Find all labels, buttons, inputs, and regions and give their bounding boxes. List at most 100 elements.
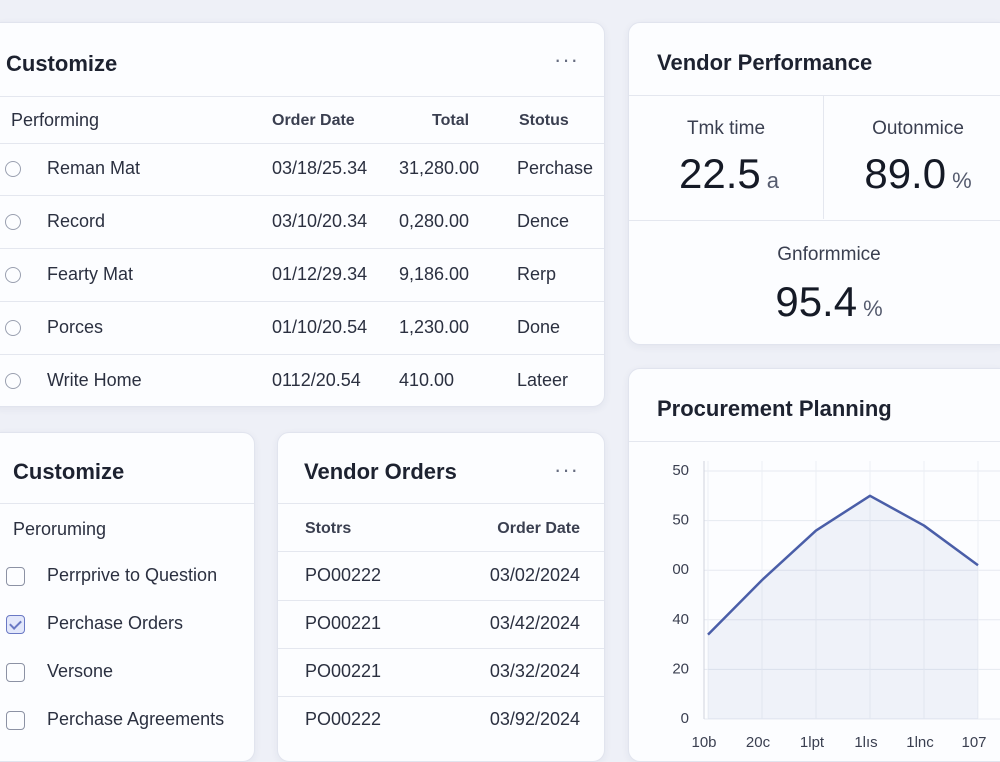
y-tick-label: 40: [672, 611, 689, 628]
divider: [629, 95, 1000, 96]
checkbox-label: Perrprive to Question: [47, 565, 218, 585]
divider: [629, 441, 1000, 442]
table-cell: 03/18/25.34: [272, 158, 368, 178]
table-cell: 03/42/2024: [489, 613, 580, 633]
table-cell: PO00221: [305, 661, 382, 681]
checkbox-label: Versone: [47, 661, 114, 681]
metric-value: 89.0%: [823, 150, 1000, 198]
divider: [0, 143, 604, 144]
card-title: Vendor Orders: [304, 459, 457, 484]
y-tick-label: 50: [672, 462, 689, 479]
row-divider: [0, 301, 604, 302]
table-cell: 31,280.00: [399, 158, 480, 178]
metric-label: Outonmice: [872, 118, 964, 139]
line-series: [707, 494, 979, 636]
row-divider: [0, 354, 604, 355]
column-header[interactable]: Order Date: [497, 520, 580, 537]
y-tick-label: 00: [672, 561, 689, 578]
table-cell: Lateer: [517, 370, 569, 390]
divider: [0, 503, 254, 504]
table-cell: PO00222: [305, 709, 382, 729]
column-header[interactable]: Performing: [11, 110, 100, 130]
table-cell: PO00222: [305, 565, 382, 585]
table-cell: 410.00: [399, 370, 455, 390]
table-cell: 01/10/20.54: [272, 317, 368, 337]
table-cell: 0112/20.54: [272, 370, 361, 390]
card-title: Customize: [6, 51, 118, 76]
column-header[interactable]: Stotus: [519, 112, 569, 129]
table-cell: Fearty Mat: [47, 264, 134, 284]
metric-number: 95.4: [775, 278, 858, 325]
row-radio[interactable]: [5, 161, 21, 177]
table-cell: 03/10/20.34: [272, 211, 368, 231]
table-cell: 1,230.00: [399, 317, 470, 337]
x-tick-label: 1lıs: [854, 734, 877, 751]
column-header[interactable]: Order Date: [272, 112, 355, 129]
table-cell: 03/32/2024: [489, 661, 580, 681]
menu-button[interactable]: ···: [554, 457, 579, 482]
table-cell: Write Home: [47, 370, 142, 390]
y-tick-label: 20: [672, 660, 689, 677]
table-cell: Dence: [517, 211, 570, 231]
metric-value: 22.5 a: [629, 150, 829, 198]
procurement-card: Procurement Planning 0 20 40 00 50 50 10b 20c 1l…: [628, 368, 1000, 762]
card-title: Vendor Performance: [657, 50, 873, 75]
table-cell: 0,280.00: [399, 211, 470, 231]
table-cell: 03/92/2024: [489, 709, 580, 729]
checkbox-label: Perchase Agreements: [47, 709, 225, 729]
row-radio[interactable]: [5, 267, 21, 283]
row-radio[interactable]: [5, 214, 21, 230]
column-header[interactable]: Stotrs: [305, 520, 352, 537]
vendor-performance-card: Vendor Performance Tmk time 22.5 a Outonm…: [628, 22, 1000, 345]
divider: [629, 220, 1000, 221]
table-cell: 01/12/29.34: [272, 264, 368, 284]
table-cell: Porces: [47, 317, 104, 337]
checkbox-label: Perchase Orders: [47, 613, 184, 633]
checkbox[interactable]: [6, 615, 25, 634]
row-divider: [278, 648, 604, 649]
line-area: [708, 495, 978, 719]
column-header[interactable]: Total: [432, 112, 470, 129]
x-tick-label: 10b: [691, 734, 716, 751]
table-cell: Perchase: [517, 158, 594, 178]
metric-number: 22.5: [679, 150, 761, 197]
row-divider: [278, 600, 604, 601]
y-tick-label: 50: [672, 512, 689, 529]
orders-card: Customize ··· Performing Order Date Tota…: [0, 22, 605, 407]
table-cell: 03/02/2024: [489, 565, 580, 585]
checkbox[interactable]: [6, 711, 25, 730]
card-title: Customize: [13, 459, 125, 484]
checkbox[interactable]: [6, 663, 25, 682]
metric-unit: %: [863, 296, 883, 321]
table-cell: Reman Mat: [47, 158, 141, 178]
metric-number: 89.0: [864, 150, 947, 197]
row-divider: [0, 195, 604, 196]
vendor-orders-card: Vendor Orders ··· Stotrs Order Date PO00…: [277, 432, 605, 762]
line-chart: 0 20 40 00 50 50 10b 20c 1lpt 1lıs 1lnc 107: [672, 461, 1000, 751]
row-radio[interactable]: [5, 373, 21, 389]
metric-label: Tmk time: [686, 118, 766, 139]
metric-unit: %: [952, 168, 972, 193]
y-tick-label: 0: [681, 710, 689, 727]
card-title: Procurement Planning: [657, 396, 892, 421]
row-radio[interactable]: [5, 320, 21, 336]
row-divider: [278, 696, 604, 697]
divider: [278, 503, 604, 504]
x-tick-label: 107: [961, 734, 986, 751]
table-cell: PO00221: [305, 613, 382, 633]
row-divider: [0, 248, 604, 249]
menu-button[interactable]: ···: [554, 47, 579, 72]
divider: [823, 95, 824, 219]
table-cell: Done: [517, 317, 561, 337]
metric-label: Gnformmice: [777, 244, 881, 265]
metric-unit: a: [766, 168, 779, 193]
metric-value: 95.4%: [729, 278, 929, 326]
x-tick-label: 20c: [746, 734, 771, 751]
checkbox[interactable]: [6, 567, 25, 586]
table-cell: Rerp: [517, 264, 557, 284]
table-cell: 9,186.00: [399, 264, 470, 284]
filters-card: Customize Peroruming Perrprive to Questi…: [0, 432, 255, 762]
filter-heading: Peroruming: [13, 519, 107, 539]
divider: [278, 551, 604, 552]
